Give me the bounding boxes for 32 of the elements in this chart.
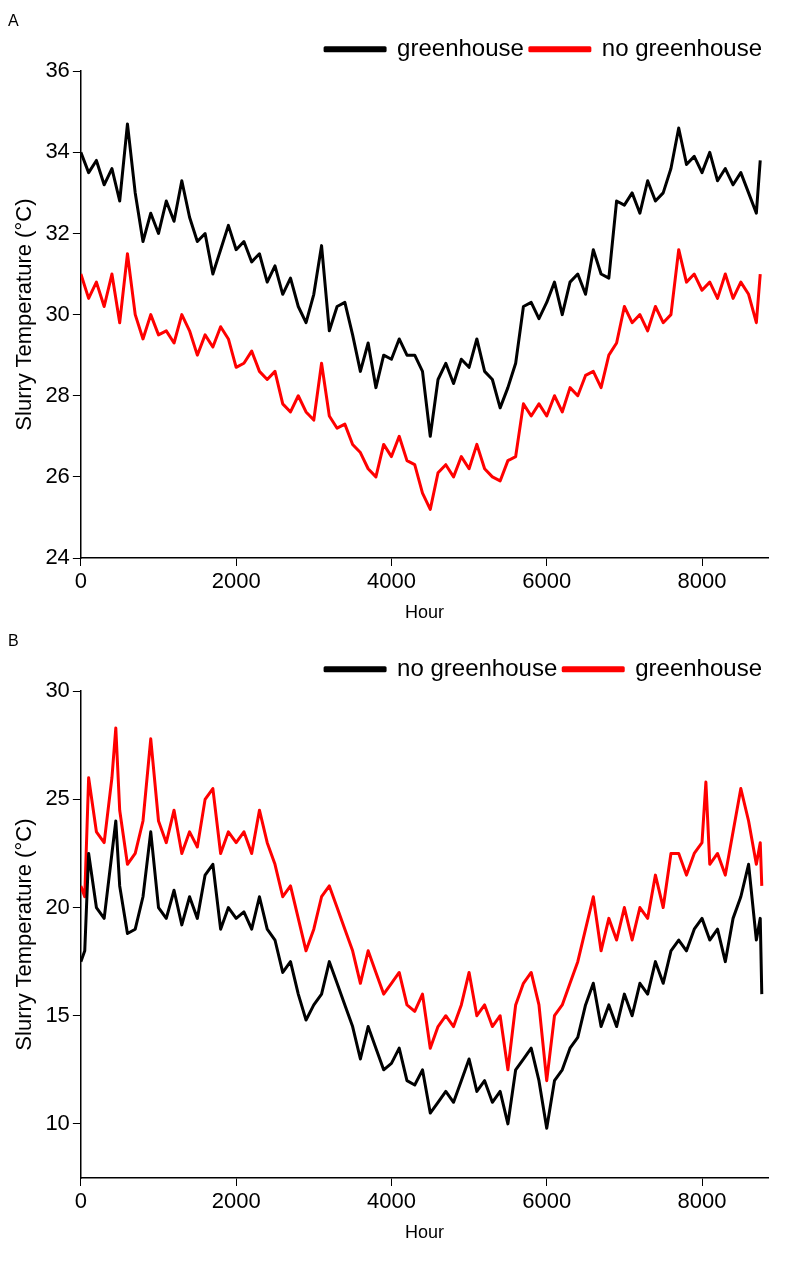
y-tick-label: 28 (45, 381, 70, 407)
x-tick-label: 4000 (366, 568, 416, 594)
legend-label: greenhouse (635, 653, 763, 681)
y-tick-label: 30 (45, 677, 70, 703)
y-tick-label: 15 (45, 1001, 70, 1027)
x-tick-label: 6000 (522, 568, 572, 594)
y-axis-title: Slurry Temperature (°C) (11, 198, 37, 431)
x-tick-label: 2000 (211, 1188, 261, 1214)
y-tick-label: 20 (45, 893, 70, 919)
y-axis-title: Slurry Temperature (°C) (11, 818, 37, 1051)
y-tick-label: 34 (45, 138, 70, 164)
x-tick-label: 2000 (211, 568, 261, 594)
chart-title: A (8, 12, 19, 30)
x-tick-label: 8000 (677, 1188, 727, 1214)
y-tick-label: 26 (45, 462, 70, 488)
x-tick-label: 0 (74, 1188, 87, 1214)
x-tick-label: 4000 (366, 1188, 416, 1214)
legend-label: no greenhouse (397, 653, 558, 681)
y-tick-label: 36 (45, 57, 70, 83)
y-tick-label: 32 (45, 219, 70, 245)
x-axis-title: Hour (404, 602, 444, 623)
x-axis-title: Hour (404, 1222, 444, 1243)
legend-label: greenhouse (397, 33, 524, 61)
x-tick-label: 0 (74, 568, 87, 594)
y-tick-label: 30 (45, 300, 70, 326)
x-tick-label: 6000 (522, 1188, 572, 1214)
legend-label: no greenhouse (601, 33, 762, 61)
chart-title: B (8, 632, 19, 650)
y-tick-label: 10 (45, 1109, 70, 1135)
y-tick-label: 25 (45, 785, 70, 811)
y-tick-label: 24 (45, 544, 70, 570)
x-tick-label: 8000 (677, 568, 727, 594)
